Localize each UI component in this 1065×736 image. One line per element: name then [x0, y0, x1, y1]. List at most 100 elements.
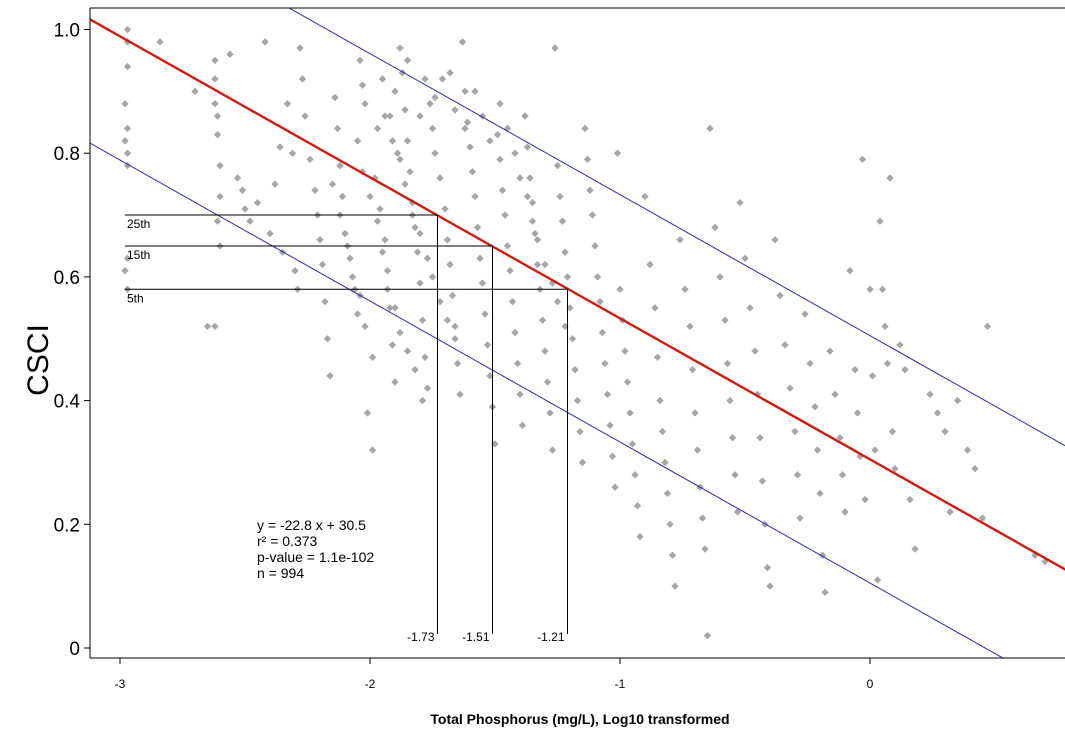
data-point: [866, 285, 874, 293]
data-point: [516, 174, 524, 182]
data-point: [378, 248, 387, 256]
data-point: [323, 335, 332, 343]
data-point: [538, 316, 547, 324]
data-point: [246, 217, 254, 225]
data-point: [396, 44, 404, 52]
y-tick-label: 0: [69, 639, 80, 660]
data-point: [396, 328, 404, 337]
data-point: [471, 87, 479, 96]
data-point: [121, 100, 129, 108]
percentile-label: 25th: [127, 217, 150, 231]
data-point: [333, 124, 342, 133]
data-point: [481, 310, 489, 318]
threshold-lines: 25th -1.73 15th -1.51 5th -1.21: [125, 214, 568, 644]
data-point: [501, 211, 509, 219]
data-point: [213, 130, 222, 139]
y-axis-label: CSCI: [22, 324, 55, 396]
data-point: [621, 347, 629, 355]
data-point: [123, 62, 132, 71]
data-point: [671, 582, 679, 590]
data-point: [841, 508, 849, 516]
data-point: [373, 124, 382, 133]
data-point: [348, 273, 357, 281]
data-point: [381, 112, 389, 120]
data-point: [211, 100, 219, 108]
data-point: [123, 124, 132, 133]
lower-prediction-line: [90, 142, 1004, 658]
data-point: [216, 161, 224, 170]
data-point: [741, 254, 749, 263]
data-point: [453, 359, 462, 368]
data-point: [733, 508, 742, 516]
data-point: [301, 112, 309, 120]
stats-line: p-value = 1.1e-102: [257, 549, 374, 565]
data-point: [233, 174, 242, 182]
data-point: [566, 304, 574, 312]
data-point: [276, 143, 284, 151]
data-point: [416, 229, 424, 238]
data-point: [726, 396, 734, 405]
data-point: [523, 143, 532, 151]
data-point: [216, 192, 224, 201]
data-point: [393, 149, 402, 157]
data-point: [361, 322, 369, 331]
data-point: [821, 588, 829, 597]
data-point: [421, 353, 429, 361]
data-point: [361, 100, 369, 108]
data-point: [443, 236, 452, 244]
data-point: [191, 87, 199, 96]
data-point: [451, 322, 459, 331]
data-point: [871, 446, 879, 454]
data-point: [881, 322, 889, 331]
data-point: [368, 353, 377, 361]
data-point: [646, 260, 654, 269]
data-point: [388, 137, 397, 145]
data-point: [801, 310, 809, 318]
data-point: [541, 260, 549, 269]
data-point: [211, 75, 219, 83]
data-point: [531, 229, 539, 238]
data-point: [693, 446, 702, 454]
data-point: [253, 199, 262, 207]
data-point: [666, 520, 674, 528]
data-point: [288, 149, 297, 157]
data-point: [483, 341, 492, 349]
data-point: [701, 545, 709, 553]
data-point: [698, 514, 707, 522]
data-point: [521, 112, 529, 120]
x-axis-label: Total Phosphorus (mg/L), Log10 transform…: [430, 711, 729, 727]
data-point: [226, 50, 234, 58]
data-point: [213, 217, 222, 225]
data-point: [953, 396, 962, 405]
data-point: [296, 44, 304, 52]
data-point: [123, 149, 132, 157]
data-point: [381, 236, 389, 244]
data-point: [518, 421, 527, 430]
data-point: [533, 260, 542, 269]
data-point: [626, 409, 634, 417]
data-point: [211, 56, 219, 65]
data-point: [606, 421, 614, 430]
data-point: [548, 446, 557, 454]
data-point: [298, 75, 307, 83]
data-point: [946, 508, 954, 516]
data-point: [358, 81, 367, 89]
data-point: [963, 446, 972, 454]
data-point: [416, 112, 424, 120]
data-point: [851, 365, 859, 374]
data-point: [491, 440, 499, 448]
data-point: [441, 205, 449, 213]
data-point: [428, 273, 437, 281]
data-point: [661, 458, 669, 467]
data-point: [283, 100, 292, 108]
data-point: [616, 285, 624, 293]
data-point: [658, 427, 667, 436]
x-tick-label: 0: [867, 677, 874, 691]
data-point: [266, 229, 274, 238]
data-point: [793, 471, 802, 479]
data-point: [591, 242, 599, 250]
data-point: [571, 365, 579, 374]
x-tick-label: -3: [115, 677, 126, 691]
data-point: [691, 409, 699, 417]
